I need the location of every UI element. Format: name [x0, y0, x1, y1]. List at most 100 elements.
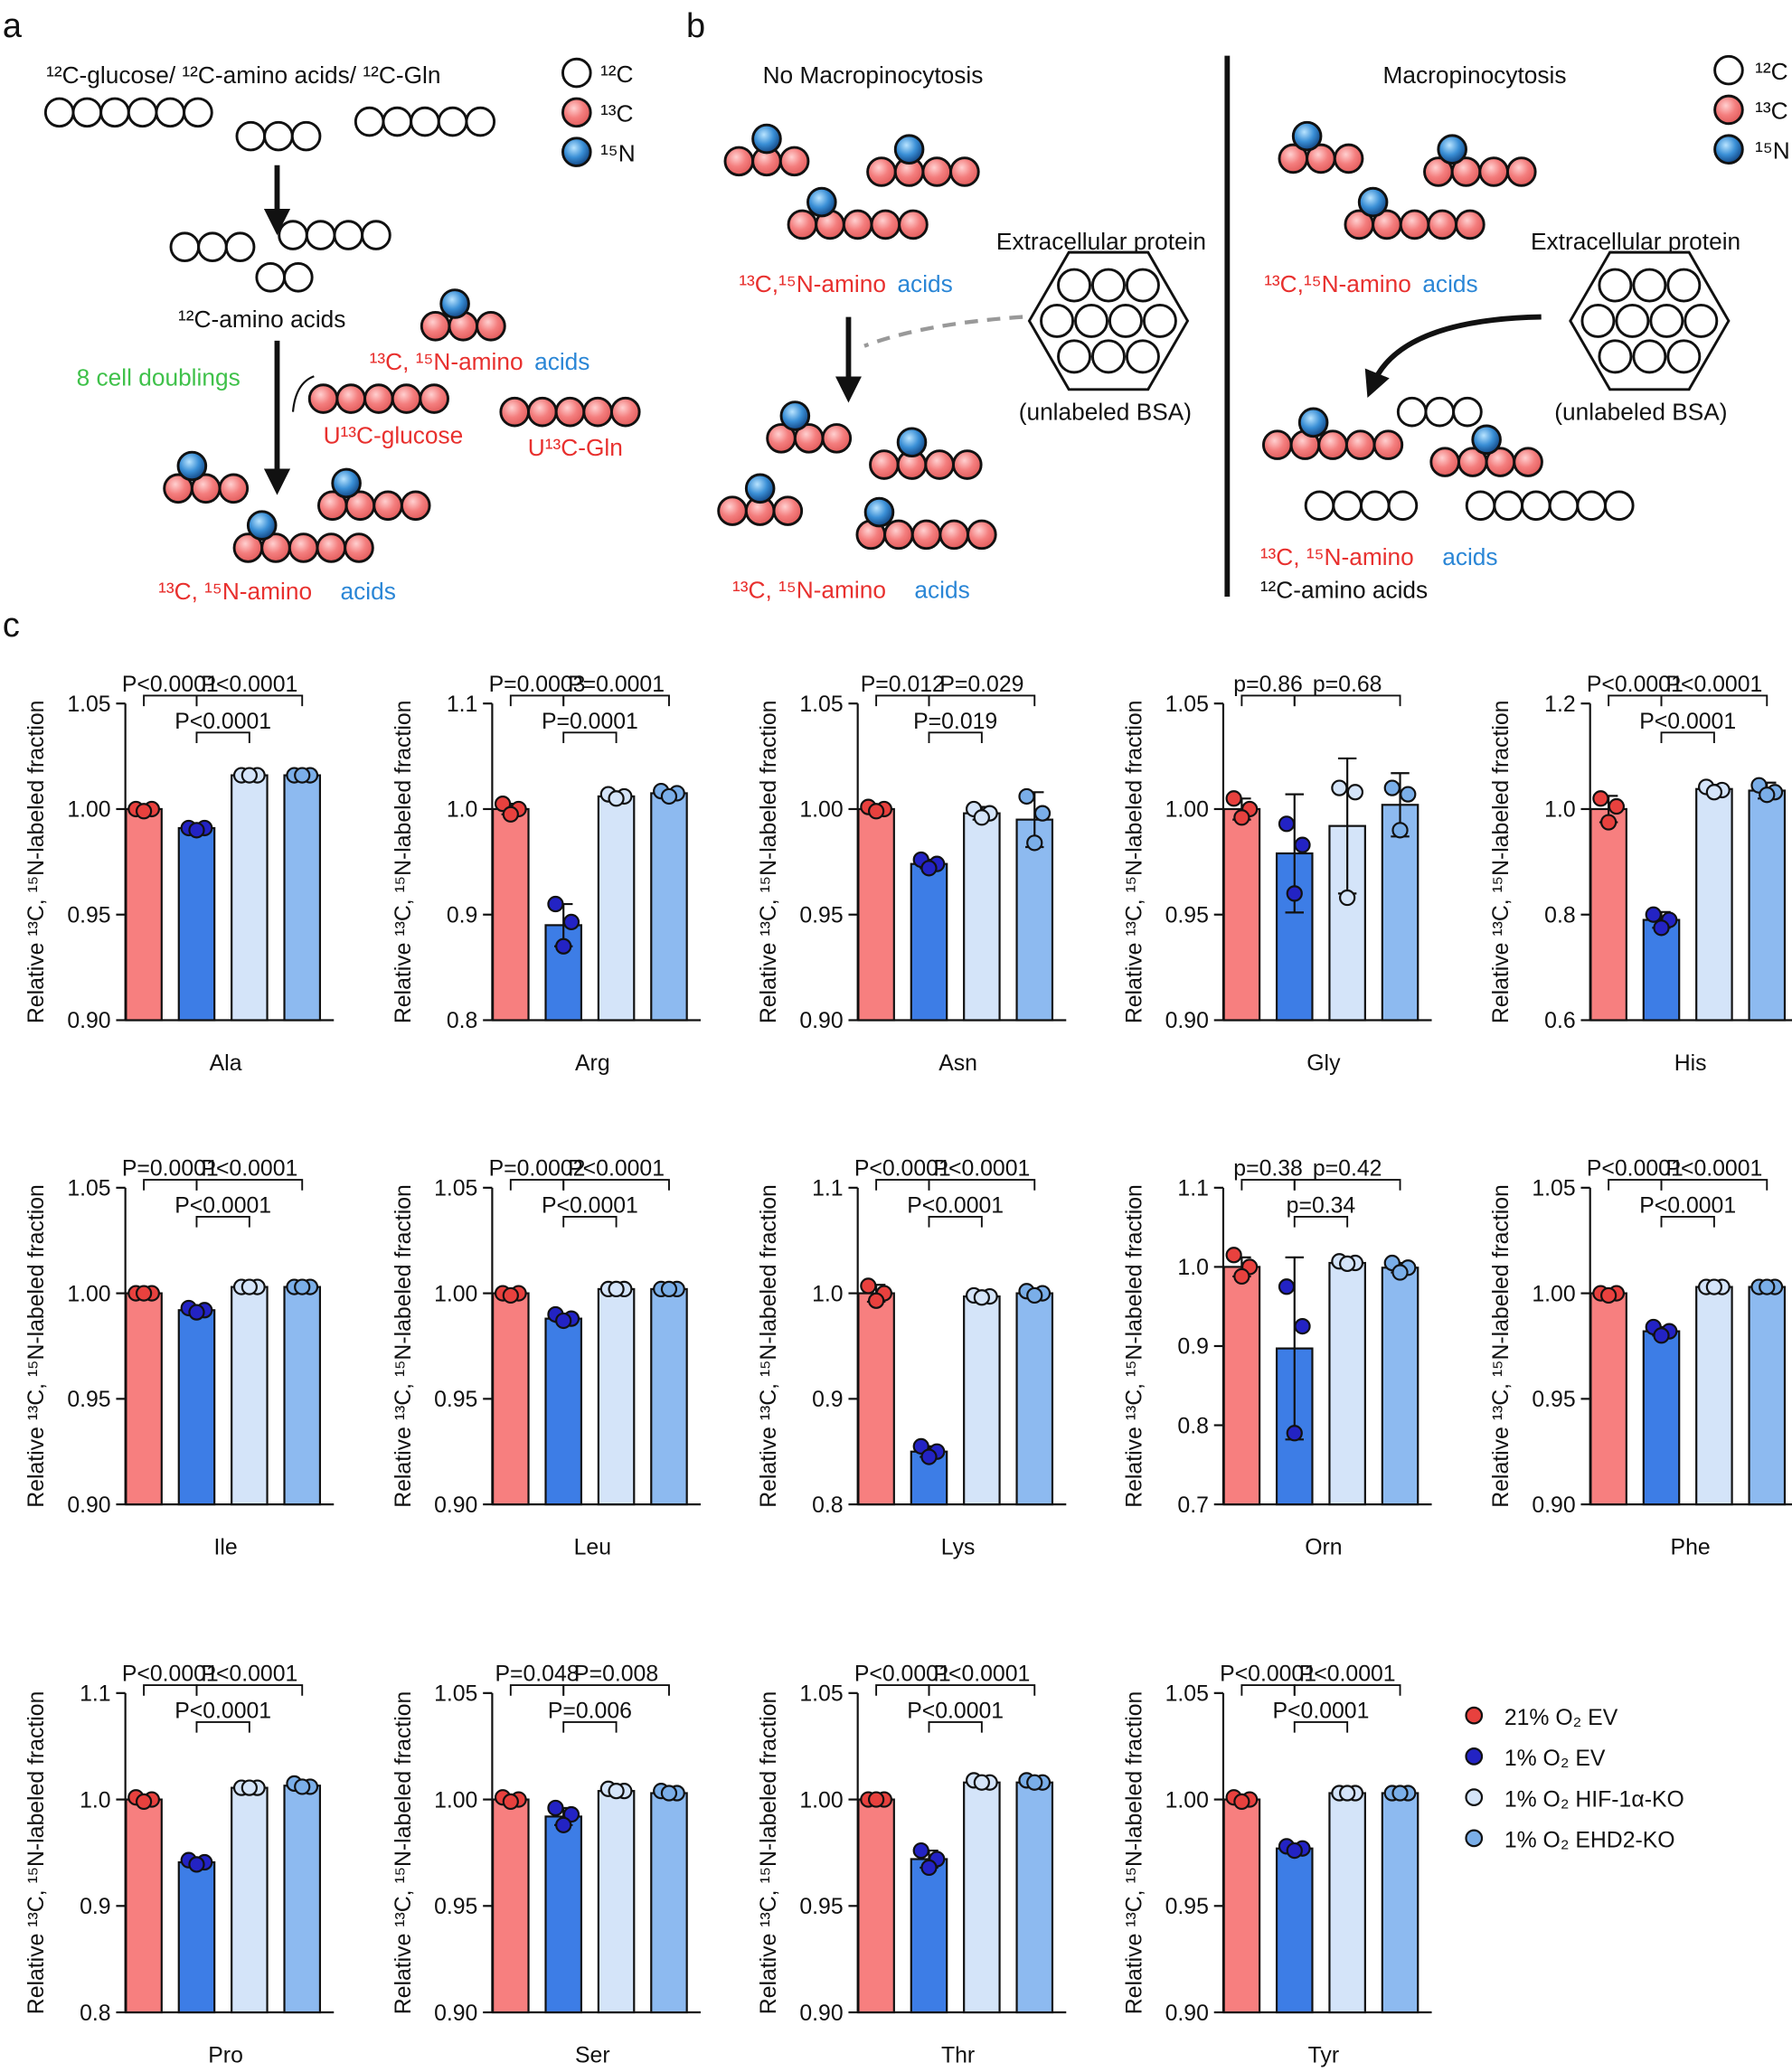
bar	[857, 807, 895, 1022]
data-point	[1018, 787, 1035, 805]
y-tick-label: 1.0	[447, 798, 477, 823]
data-point	[1278, 1278, 1296, 1295]
atom	[561, 57, 592, 89]
significance-bracket	[1660, 1216, 1715, 1228]
y-tick-label: 0.95	[1165, 903, 1209, 928]
bsa-label: (unlabeled BSA)	[1554, 398, 1727, 425]
data-point	[1759, 786, 1776, 804]
data-point	[1391, 1264, 1409, 1281]
atom	[331, 467, 362, 499]
data-point	[1331, 779, 1348, 796]
atom	[921, 156, 953, 187]
significance-bracket	[509, 1684, 565, 1696]
y-tick-label: 1.05	[799, 692, 843, 717]
protein-residue	[1666, 268, 1702, 303]
atom	[316, 532, 347, 563]
x-axis-label: Lys	[941, 1536, 976, 1560]
atom	[218, 473, 250, 504]
p-value-label: P<0.0001	[122, 1662, 219, 1687]
key-label: ¹²C	[1755, 58, 1787, 85]
protein-residue	[1632, 339, 1667, 374]
protein-label: Extracellular protein	[1531, 228, 1740, 255]
significance-bracket	[1608, 694, 1663, 707]
data-point	[920, 1859, 938, 1877]
atom	[410, 106, 440, 137]
p-value-label: P=0.0001	[122, 1157, 219, 1182]
y-tick-label: 1.00	[434, 1788, 477, 1813]
legend-label: 21% O₂ EV	[1504, 1706, 1618, 1730]
y-axis-label: Relative ¹³C, ¹⁵N-labeled fraction	[757, 1691, 781, 2015]
significance-bracket	[1660, 1179, 1768, 1191]
significance-bracket	[928, 731, 983, 743]
atom	[779, 400, 811, 431]
data-point	[1645, 906, 1662, 923]
protein-residue	[1580, 303, 1616, 338]
bar	[650, 1287, 688, 1506]
atom	[419, 383, 449, 414]
atom	[305, 220, 336, 250]
data-point	[1294, 1317, 1311, 1335]
significance-bracket	[509, 1179, 565, 1191]
p-value-label: P=0.0001	[542, 710, 638, 734]
bar	[125, 807, 163, 1022]
bar	[650, 1792, 688, 2014]
data-point	[1400, 786, 1417, 803]
atom	[307, 383, 339, 414]
atom	[1291, 120, 1323, 152]
y-tick-label: 1.0	[80, 1788, 110, 1813]
y-tick-label: 1.05	[1165, 692, 1209, 717]
labeled-label: acids	[534, 348, 589, 375]
data-point	[1286, 885, 1303, 902]
key-label: ¹³C	[1755, 98, 1787, 125]
significance-bracket	[562, 1216, 618, 1228]
y-tick-label: 1.0	[1544, 798, 1575, 823]
protein-residue	[1598, 339, 1633, 374]
atom	[235, 120, 267, 152]
y-tick-label: 0.90	[1165, 1009, 1209, 1033]
data-point	[135, 803, 153, 820]
bar	[597, 1287, 636, 1506]
y-axis-label: Relative ¹³C, ¹⁵N-labeled fraction	[391, 1184, 416, 1508]
protein-residue	[1632, 268, 1667, 303]
atom	[391, 383, 422, 414]
product-label: ¹³C, ¹⁵N-amino	[158, 578, 312, 605]
data-point	[1339, 1255, 1356, 1273]
input-label: acids	[1422, 270, 1477, 297]
p-value-label: P=0.0003	[489, 673, 586, 697]
atom	[1357, 186, 1389, 218]
data-point	[1278, 815, 1296, 833]
atom	[1333, 143, 1364, 174]
bar	[177, 1309, 216, 1506]
atom	[778, 146, 810, 177]
y-axis-label: Relative ¹³C, ¹⁵N-labeled fraction	[757, 701, 781, 1024]
p-value-label: P<0.0001	[174, 710, 271, 734]
atom	[949, 156, 980, 187]
data-point	[920, 1448, 938, 1465]
y-tick-label: 0.95	[67, 903, 110, 928]
significance-bracket	[562, 1720, 618, 1733]
data-point	[1225, 1247, 1242, 1264]
bar	[1222, 1798, 1261, 2014]
significance-bracket	[195, 694, 304, 707]
bar	[177, 826, 216, 1022]
protein-residue	[1666, 339, 1702, 374]
y-tick-label: 1.05	[1532, 1177, 1575, 1201]
data-point	[660, 787, 678, 805]
atom	[952, 449, 983, 480]
product-label: acids	[341, 578, 396, 605]
atom	[1429, 447, 1460, 477]
y-tick-label: 0.95	[434, 1388, 477, 1412]
significance-bracket	[928, 1684, 1036, 1696]
significance-bracket	[562, 1179, 670, 1191]
data-point	[1600, 1286, 1618, 1304]
data-point	[1294, 836, 1311, 853]
bar	[1695, 1286, 1733, 1506]
y-tick-label: 0.95	[799, 903, 843, 928]
atom	[465, 106, 496, 137]
atom	[561, 97, 592, 128]
protein-residue	[1074, 303, 1108, 338]
bsa-label: (unlabeled BSA)	[1019, 398, 1192, 425]
significance-bracket	[875, 1179, 930, 1191]
y-axis-label: Relative ¹³C, ¹⁵N-labeled fraction	[391, 1691, 416, 2015]
data-point	[608, 790, 625, 807]
